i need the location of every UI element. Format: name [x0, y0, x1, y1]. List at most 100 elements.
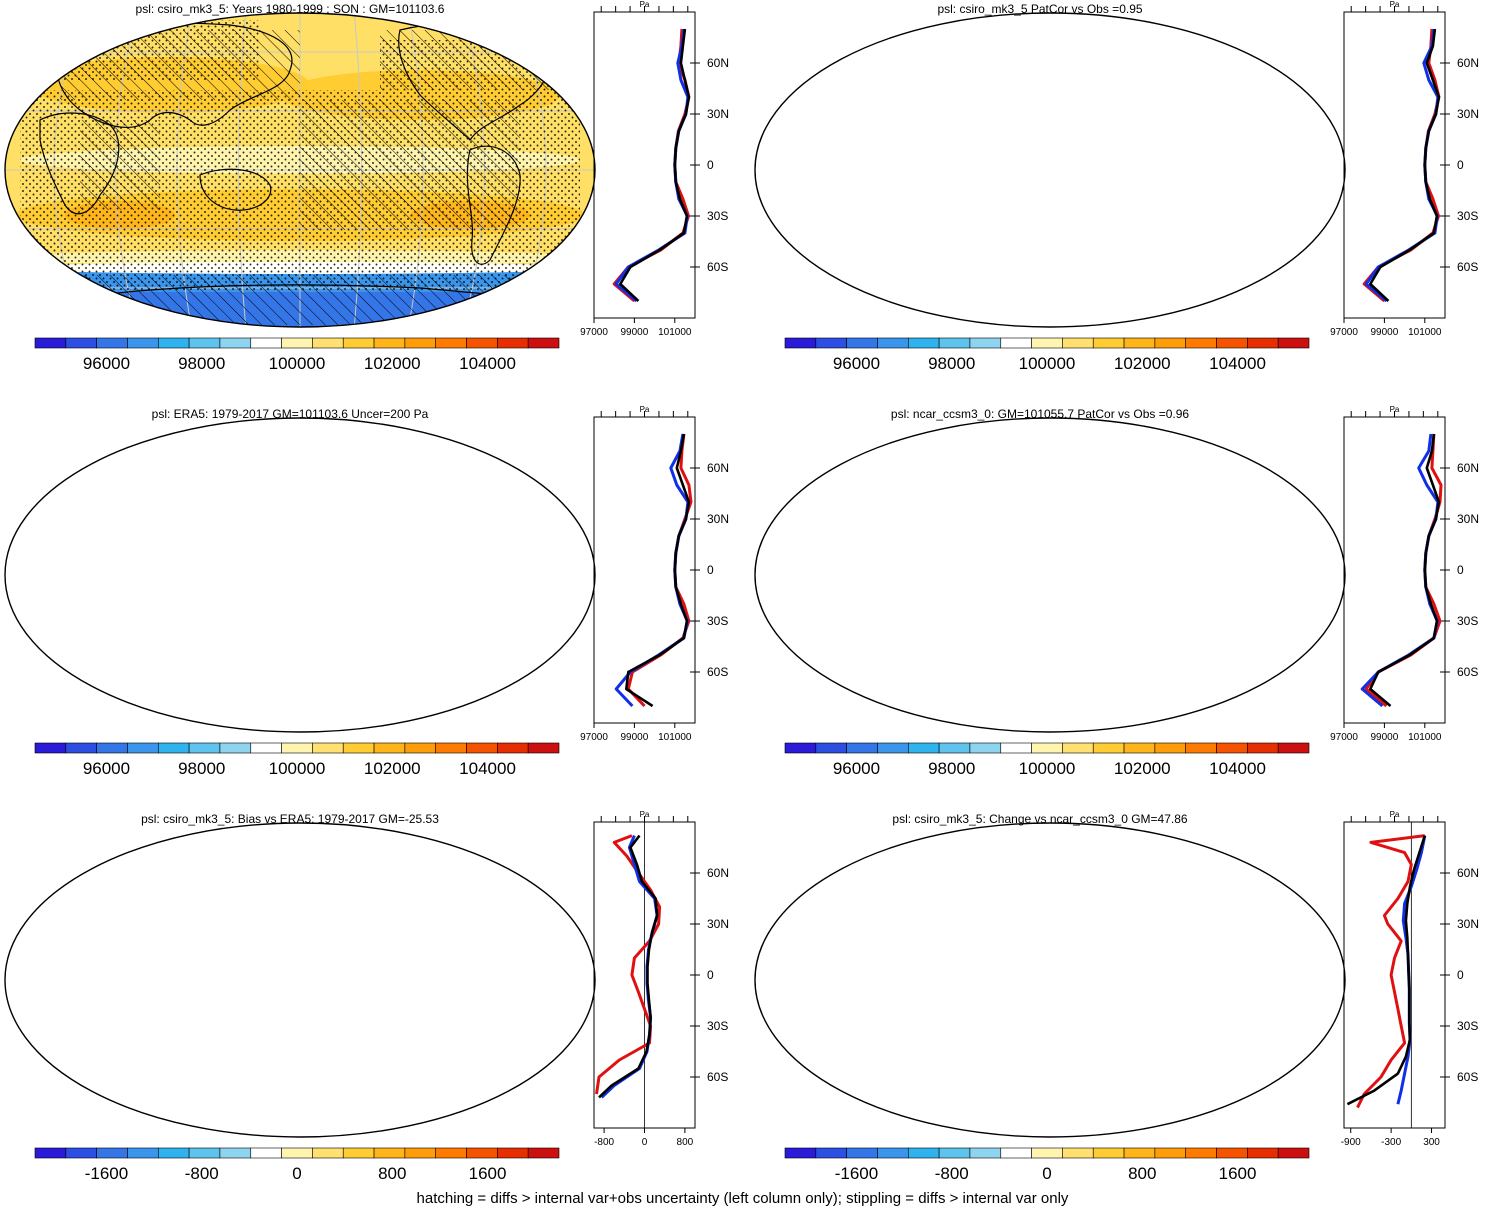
- map-field-region: [1195, 925, 1245, 1025]
- profile-series-model: [1362, 28, 1441, 303]
- colorbar-swatch: [877, 1147, 909, 1159]
- colorbar-tick-label: 800: [1128, 1164, 1156, 1183]
- profile-lat-label: 30S: [707, 209, 728, 223]
- colorbar-swatch: [846, 337, 878, 349]
- colorbar-swatch: [404, 1147, 437, 1159]
- profile-series-ensemble: [598, 834, 659, 1099]
- graticule-meridian: [516, 820, 546, 1140]
- stippling-region: [380, 40, 580, 90]
- colorbar-swatch: [527, 1147, 560, 1159]
- colorbar-swatch: [34, 337, 67, 349]
- profile-lat-label: 0: [1457, 158, 1464, 172]
- map-background: [0, 405, 600, 745]
- colorbar-swatch: [157, 742, 190, 754]
- map-field-region: [1280, 960, 1340, 1060]
- coastline: [790, 518, 869, 619]
- colorbar-swatch: [404, 337, 437, 349]
- coastline: [40, 518, 119, 619]
- map-body: [0, 810, 600, 1150]
- coastline: [100, 1095, 560, 1110]
- hatching-region: [300, 910, 520, 1040]
- colorbar-swatch: [1062, 742, 1094, 754]
- map-field-region: [765, 594, 1335, 646]
- colorbar-tick-label: 0: [1042, 1164, 1051, 1183]
- map-field-region: [280, 475, 560, 525]
- map-field-region: [1160, 201, 1280, 229]
- stippling-region: [20, 90, 580, 290]
- hatching-region: [60, 435, 300, 505]
- colorbar-swatch: [435, 337, 467, 349]
- colorbar-swatch: [65, 1147, 97, 1159]
- coastline: [1149, 429, 1300, 545]
- stippling-region: [770, 495, 1330, 695]
- panel-title: psl: ncar_ccsm3_0: GM=101055.7 PatCor vs…: [891, 407, 1189, 421]
- colorbar-swatch: [784, 337, 817, 349]
- coastline: [1217, 956, 1270, 1074]
- colorbar-tick-label: 96000: [83, 354, 130, 373]
- map-field-region: [760, 262, 1340, 274]
- stippling-region: [1130, 850, 1330, 900]
- map-field-region: [765, 189, 1335, 241]
- stippling-region: [60, 830, 260, 890]
- graticule-meridian: [804, 10, 834, 330]
- profile-unit-label: Pa: [640, 810, 650, 819]
- colorbar-swatch: [969, 337, 1002, 349]
- map-field-region: [10, 1058, 590, 1102]
- graticule-meridian: [1158, 820, 1173, 1140]
- profile-series-obs: [1360, 433, 1440, 708]
- map-field-region: [20, 551, 580, 579]
- colorbar-swatch: [312, 337, 344, 349]
- profile-x-tick-label: 101000: [658, 327, 692, 338]
- map-body: [750, 0, 1350, 342]
- coastline: [950, 169, 1021, 210]
- colorbar-swatch: [65, 742, 97, 754]
- coastline: [950, 979, 1021, 1020]
- colorbar-swatch: [1031, 337, 1063, 349]
- profile-lat-label: 60S: [707, 1070, 728, 1084]
- profile-x-tick-label: 300: [1423, 1137, 1440, 1148]
- map-background: [750, 810, 1350, 1150]
- profile-series-ensemble: [1346, 835, 1427, 1106]
- panel-title: psl: csiro_mk3_5: Change vs ncar_ccsm3_0…: [892, 812, 1187, 826]
- colorbar-tick-label: -1600: [85, 1164, 128, 1183]
- profile-lat-label: 30N: [1457, 107, 1479, 121]
- coastline: [1149, 24, 1300, 140]
- footer-caption: hatching = diffs > internal var+obs unce…: [416, 1190, 1069, 1207]
- coastline: [1217, 146, 1270, 264]
- colorbar-swatch: [281, 337, 313, 349]
- colorbar-swatch: [1185, 337, 1217, 349]
- colorbar-swatch: [1277, 1147, 1310, 1159]
- coastline: [806, 428, 1042, 532]
- graticule-meridian: [1158, 10, 1173, 330]
- colorbar-tick-label: 96000: [833, 354, 880, 373]
- profile-series-model: [595, 834, 662, 1095]
- profile-series-obs: [614, 28, 690, 303]
- map-field-region: [50, 870, 130, 900]
- graticule-meridian: [239, 415, 247, 735]
- profile-lat-label: 30N: [707, 107, 729, 121]
- graticule-meridian: [408, 415, 423, 735]
- colorbar-tick-label: 104000: [459, 354, 516, 373]
- colorbar-swatch: [1154, 742, 1187, 754]
- panel-title: psl: csiro_mk3_5: Bias vs ERA5: 1979-201…: [141, 812, 439, 826]
- graticule-meridian: [804, 415, 834, 735]
- graticule-meridian: [516, 415, 546, 735]
- panel-3: psl: ERA5: 1979-2017 GM=101103.6 Uncer=2…: [0, 405, 729, 778]
- map-outline: [754, 417, 1346, 733]
- graticule-meridian: [239, 820, 247, 1140]
- stippling-region: [770, 90, 1330, 290]
- map-field-region: [750, 450, 1350, 600]
- map-field-region: [65, 606, 175, 634]
- colorbar-swatch: [1092, 1147, 1125, 1159]
- colorbar-swatch: [1062, 1147, 1094, 1159]
- map-field-region: [80, 1092, 520, 1128]
- colorbar-swatch: [466, 337, 498, 349]
- stippling-region: [380, 445, 580, 495]
- coastline: [950, 574, 1021, 615]
- colorbar-swatch: [938, 1147, 971, 1159]
- graticule-meridian: [1212, 10, 1235, 330]
- profile-lat-label: 30N: [1457, 512, 1479, 526]
- colorbar-swatch: [1216, 1147, 1248, 1159]
- profile-series-ensemble: [1369, 433, 1441, 707]
- profile-x-tick-label: -900: [1341, 1137, 1361, 1148]
